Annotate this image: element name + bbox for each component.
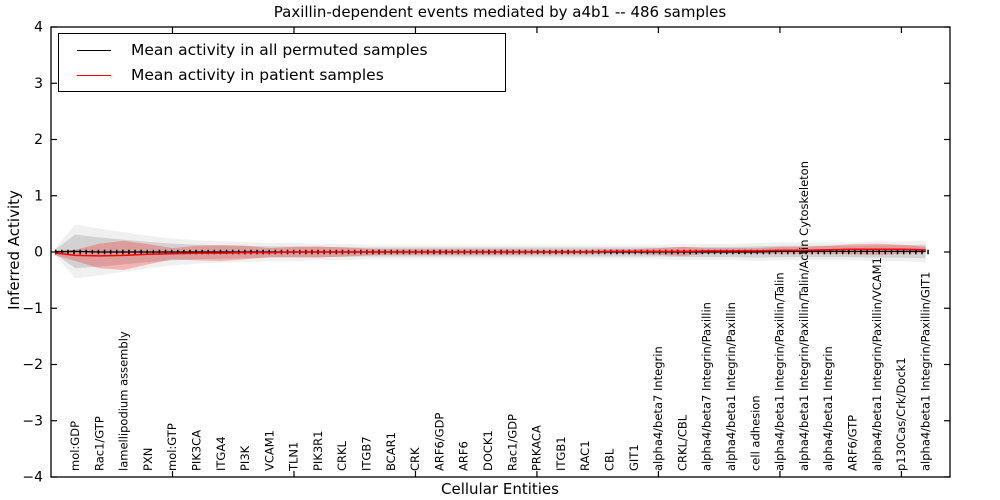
category-label: alpha4/beta1 Integrin/Paxillin: [724, 302, 738, 471]
legend-entry-permuted: Mean activity in all permuted samples: [59, 41, 505, 59]
category-label: GIT1: [627, 444, 641, 471]
category-label: CBL: [603, 448, 617, 471]
category-label: alpha4/beta1 Integrin: [821, 346, 835, 471]
permuted-line-sample-icon: [77, 49, 111, 51]
category-label: PIK3CA: [189, 430, 203, 471]
category-label: Rac1/GDP: [505, 414, 519, 471]
patient-mean-line: [54, 248, 926, 257]
patient-band: [55, 240, 926, 270]
category-label: ITGB1: [554, 436, 568, 471]
category-label: mol:GTP: [165, 423, 179, 471]
y-tick-label: 4: [34, 20, 43, 36]
category-label: ARF6/GTP: [845, 415, 859, 471]
legend-label-patient: Mean activity in patient samples: [131, 66, 384, 84]
category-label: alpha4/beta1 Integrin/Paxillin/Talin/Act…: [797, 161, 811, 471]
y-axis-label: Inferred Activity: [5, 190, 23, 310]
category-label: PI3K: [238, 445, 252, 471]
category-label: VCAM1: [262, 430, 276, 471]
category-label: alpha4/beta1 Integrin/Paxillin/GIT1: [918, 272, 932, 471]
category-label: DOCK1: [481, 430, 495, 471]
category-label: RAC1: [578, 440, 592, 471]
category-label: PRKACA: [530, 425, 544, 471]
y-tick-label: −3: [22, 413, 43, 429]
category-label: cell adhesion: [748, 395, 762, 471]
category-label: alpha4/beta7 Integrin/Paxillin: [700, 302, 714, 471]
y-tick-label: 3: [34, 76, 43, 92]
category-label: alpha4/beta1 Integrin/Paxillin/Talin: [773, 272, 787, 471]
x-axis-label: Cellular Entities: [441, 480, 559, 498]
category-label: ITGA4: [214, 436, 228, 471]
y-tick-label: 2: [34, 132, 43, 148]
category-label: ARF6: [457, 441, 471, 471]
category-label: p130Cas/Crk/Dock1: [894, 357, 908, 471]
y-tick-label: −4: [22, 470, 43, 486]
category-label: CRK: [408, 447, 422, 471]
y-tick-label: 0: [34, 245, 43, 261]
category-label: BCAR1: [384, 432, 398, 471]
category-label: CRKL/CBL: [675, 414, 689, 471]
category-label: TLN1: [287, 442, 301, 472]
patient-line-sample-icon: [77, 74, 111, 76]
y-tick-label: −2: [22, 357, 43, 373]
category-label: PIK3R1: [311, 431, 325, 472]
category-label: ITGB7: [360, 436, 374, 471]
y-tick-label: −1: [22, 301, 43, 317]
category-label: alpha4/beta1 Integrin/Paxillin/VCAM1: [870, 257, 884, 471]
chart-title: Paxillin-dependent events mediated by a4…: [273, 3, 727, 21]
legend: Mean activity in all permuted samples Me…: [58, 33, 506, 92]
category-label: mol:GDP: [68, 421, 82, 471]
category-label: CRKL: [335, 440, 349, 471]
category-label: PXN: [141, 448, 155, 471]
category-label: ARF6/GDP: [432, 413, 446, 471]
category-label: Rac1/GTP: [92, 416, 106, 471]
legend-label-permuted: Mean activity in all permuted samples: [131, 41, 428, 59]
category-label: alpha4/beta7 Integrin: [651, 346, 665, 471]
y-tick-label: 1: [34, 188, 43, 204]
category-label: lamellipodium assembly: [117, 331, 131, 471]
legend-entry-patient: Mean activity in patient samples: [59, 66, 505, 84]
